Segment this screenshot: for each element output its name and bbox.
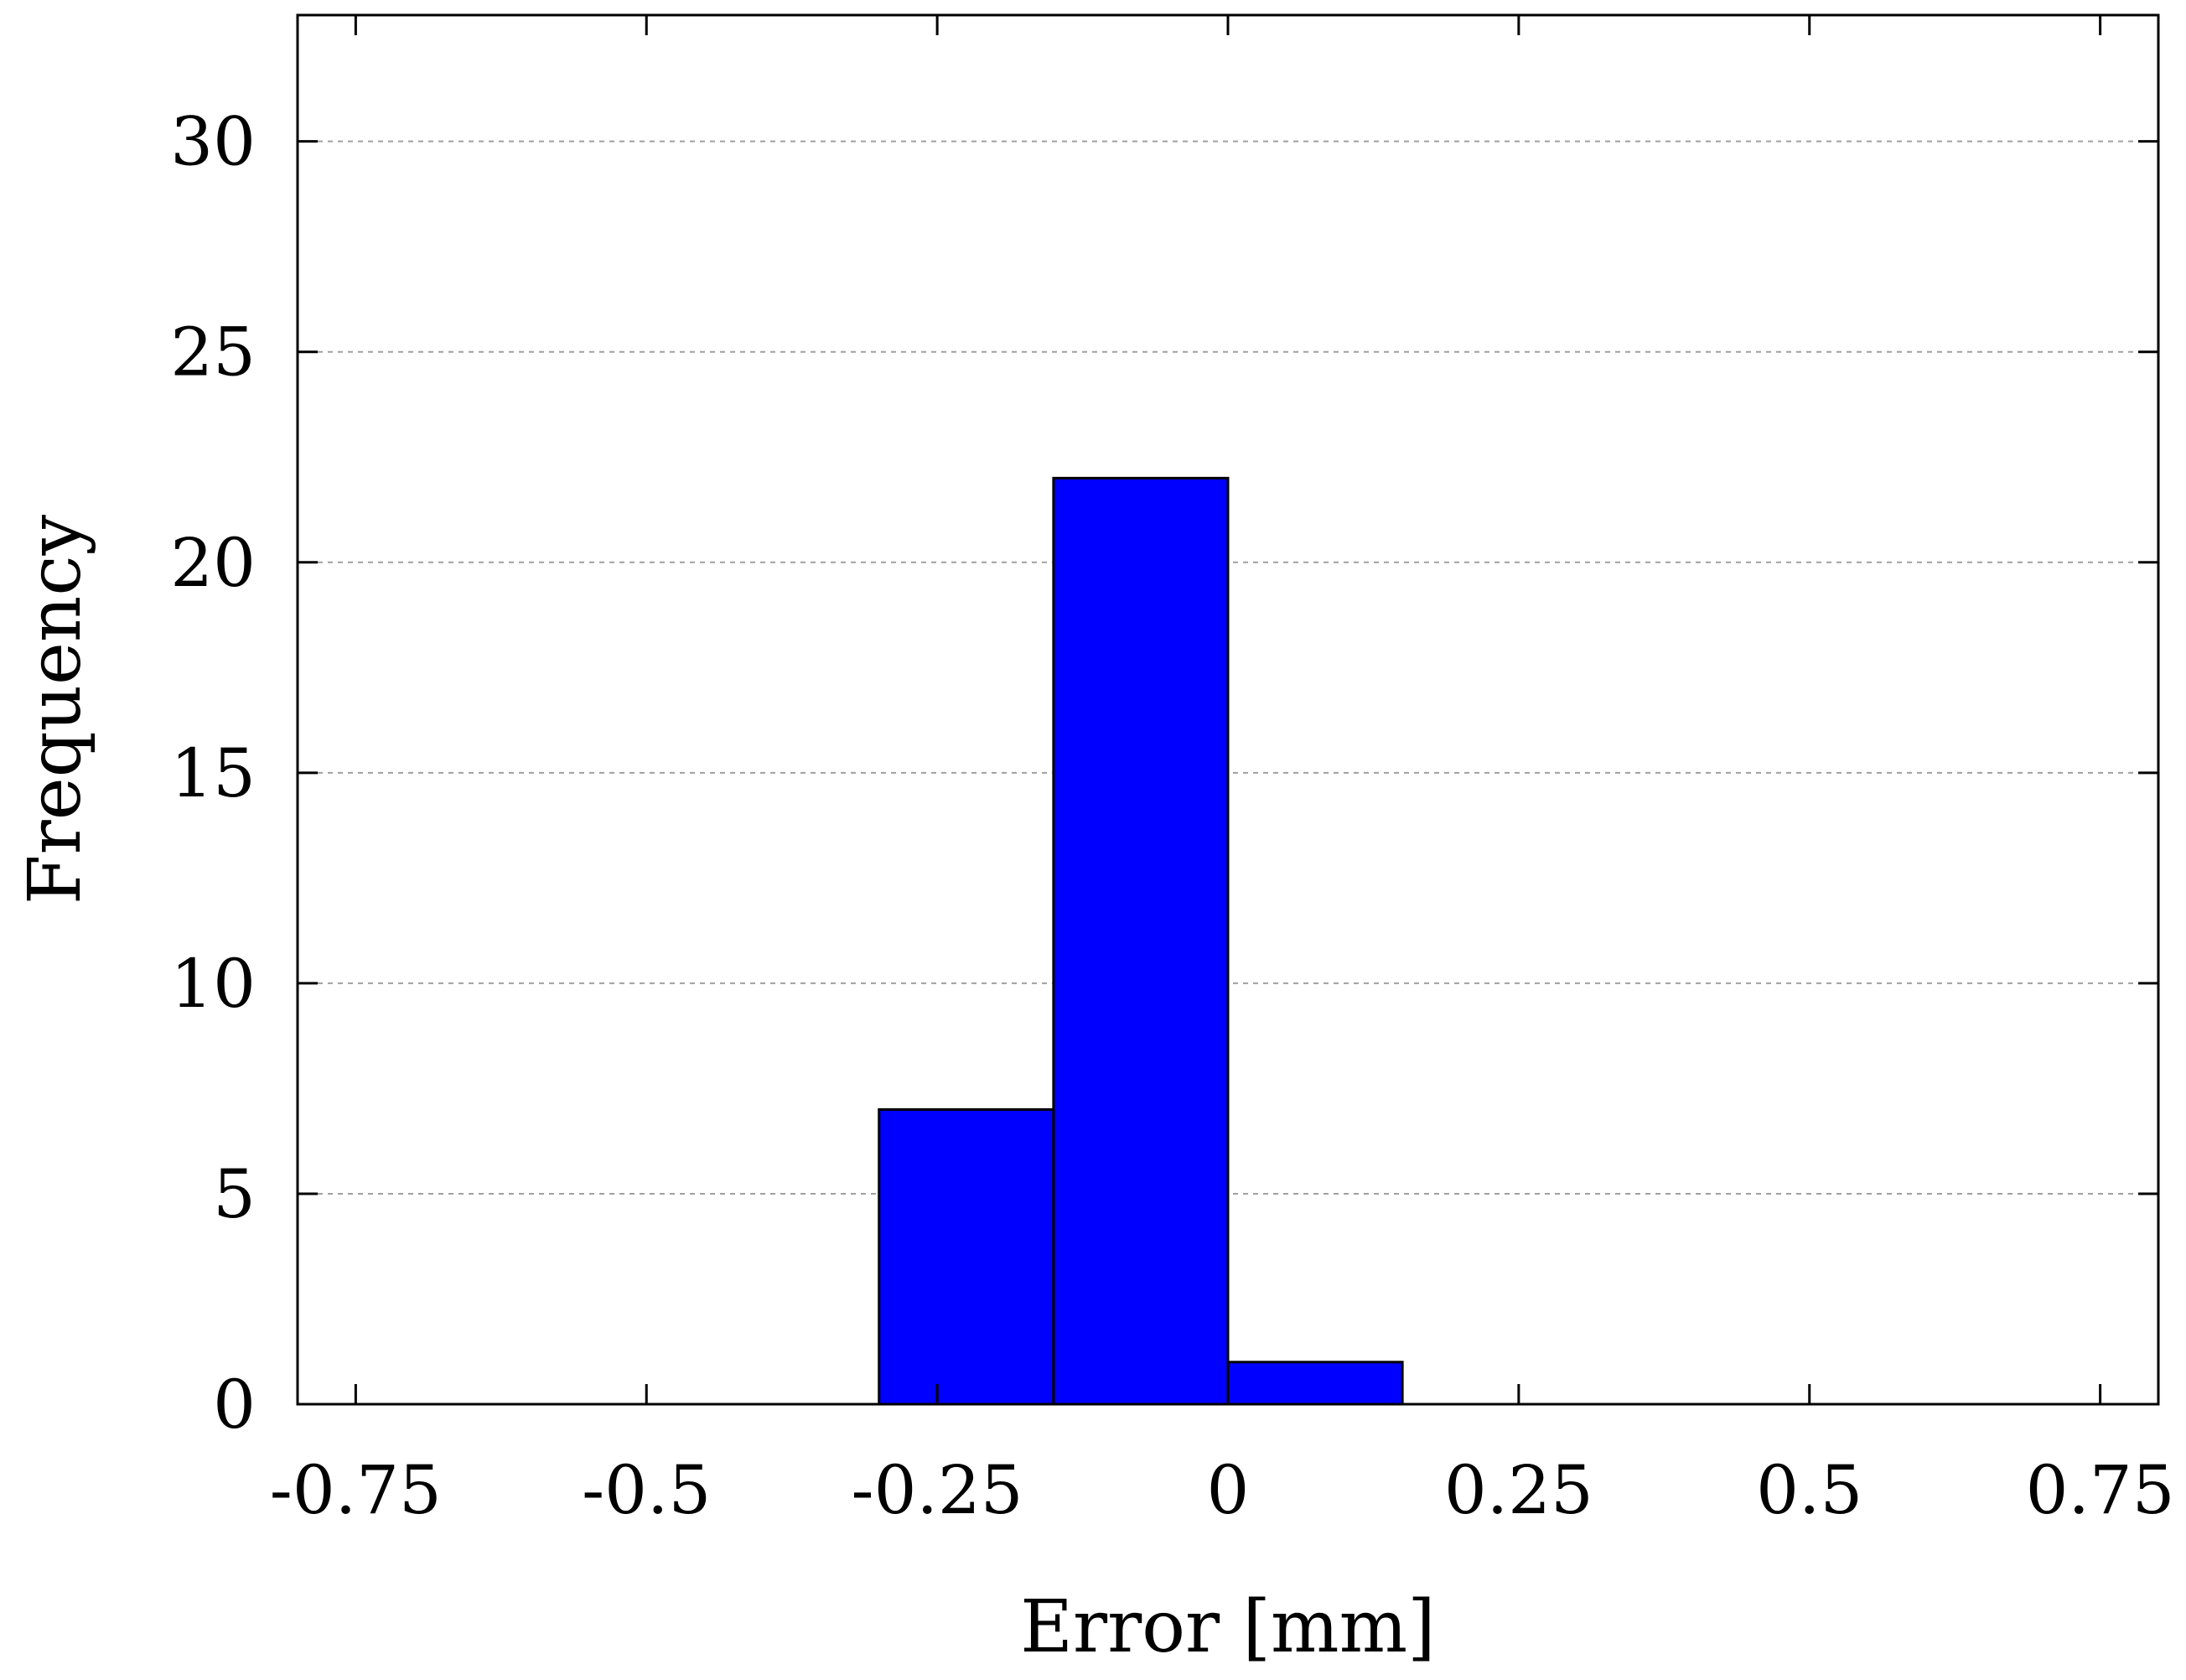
x-tick-label-3: 0: [1207, 1451, 1250, 1529]
x-tick-label-5: 0.5: [1756, 1451, 1862, 1529]
y-axis-label: Frequency: [13, 515, 97, 905]
ticks-layer: [298, 15, 2158, 1406]
x-tick-label-2: -0.25: [852, 1451, 1023, 1529]
y-tick-label-0: 0: [213, 1366, 256, 1444]
histogram-bar-2: [1226, 1361, 1404, 1406]
y-tick-label-6: 30: [170, 103, 256, 181]
y-tick-label-1: 5: [213, 1155, 256, 1233]
x-tick-label-4: 0.25: [1444, 1451, 1593, 1529]
y-tick-label-2: 10: [170, 945, 256, 1023]
x-tick-label-0: -0.75: [270, 1451, 442, 1529]
y-tick-label-5: 25: [170, 314, 256, 391]
x-tick-label-1: -0.5: [582, 1451, 711, 1529]
bars-layer: [878, 476, 1404, 1406]
y-tick-label-4: 20: [170, 524, 256, 602]
histogram-bar-0: [878, 1108, 1055, 1406]
tick-labels-layer: -0.75 -0.5 -0.25 0 0.25 0.5 0.75 0 5 10 15 20 25 30: [170, 103, 2174, 1529]
histogram-bar-1: [1052, 476, 1230, 1406]
y-tick-label-3: 15: [170, 734, 256, 812]
x-tick-label-6: 0.75: [2026, 1451, 2175, 1529]
x-axis-label: Error [mm]: [1020, 1585, 1435, 1669]
